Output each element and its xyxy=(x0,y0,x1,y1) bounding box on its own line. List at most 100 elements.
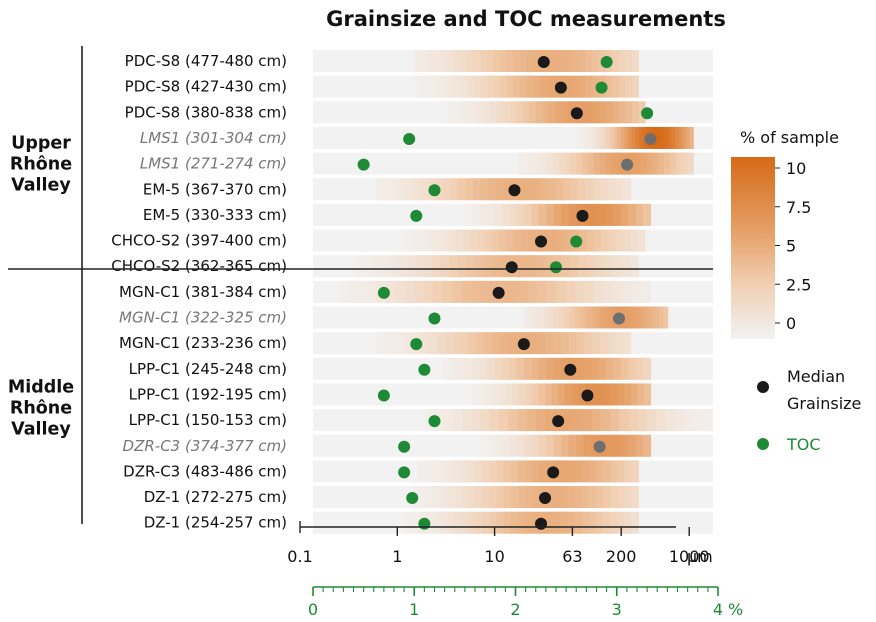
heatmap-cell xyxy=(663,306,669,329)
heatmap-cell xyxy=(411,511,420,534)
heatmap-cell xyxy=(574,511,583,534)
heatmap-cell xyxy=(618,75,626,98)
heatmap-cell xyxy=(485,383,494,406)
heatmap-cell xyxy=(419,229,428,252)
heatmap-cell xyxy=(503,511,512,534)
colorbar-ticks: 10 7.5 5 2.5 0 xyxy=(775,159,811,333)
group-label: Middle xyxy=(8,377,74,397)
heatmap-cell xyxy=(465,101,473,124)
heatmap-cell xyxy=(508,409,519,432)
heatmap-cell xyxy=(646,409,657,432)
heatmap-cell xyxy=(434,75,442,98)
median-grainsize-point xyxy=(621,158,634,171)
heatmap-cell xyxy=(617,383,625,406)
heatmap-cell xyxy=(587,101,595,124)
heatmap-cell xyxy=(452,332,462,355)
heatmap-cell xyxy=(468,460,476,483)
heatmap-cell xyxy=(588,460,597,483)
heatmap-cell xyxy=(660,126,665,149)
heatmap-cell xyxy=(496,486,505,509)
heatmap-cell xyxy=(593,101,601,124)
heatmap-cell xyxy=(528,306,533,329)
heatmap-cell xyxy=(588,152,595,175)
heatmap-cell xyxy=(702,409,713,432)
heatmap-cell xyxy=(509,203,518,226)
heatmap-cell xyxy=(538,434,547,457)
heatmap-cell xyxy=(570,306,576,329)
heatmap-cell xyxy=(567,511,576,534)
heatmap-cell xyxy=(546,511,554,534)
heatmap-cell xyxy=(531,460,540,483)
heatmap-cell xyxy=(367,280,378,303)
heatmap-cell xyxy=(568,434,577,457)
heatmap-cell xyxy=(524,460,533,483)
heatmap-cell xyxy=(519,50,527,72)
heatmap-cell xyxy=(493,50,501,72)
heatmap-cell xyxy=(421,50,429,72)
heatmap-cell xyxy=(525,383,533,406)
heatmap-cell xyxy=(568,332,578,355)
heatmap-cell xyxy=(518,255,528,278)
heatmap-cell xyxy=(637,409,648,432)
heatmap-cell xyxy=(601,229,610,252)
grainsize-tick-label: 200 xyxy=(606,547,637,566)
median-grainsize-point xyxy=(517,338,530,351)
heatmap-cell xyxy=(505,383,513,406)
heatmap-cell xyxy=(643,357,652,380)
heatmap-cell xyxy=(518,383,526,406)
heatmap-cell xyxy=(500,255,511,278)
heatmap-cell xyxy=(414,280,425,303)
heatmap-cell xyxy=(558,383,566,406)
heatmap-cell xyxy=(466,255,476,278)
heatmap-cell xyxy=(528,229,537,252)
heatmap-cell xyxy=(460,50,468,72)
heatmap-cell xyxy=(619,409,630,432)
heatmap-cell xyxy=(572,75,580,98)
heatmap-cell xyxy=(476,332,485,355)
heatmap-cell xyxy=(595,126,600,149)
heatmap-cell xyxy=(617,126,622,149)
heatmap-cell xyxy=(553,306,559,329)
heatmap-cell xyxy=(539,460,547,483)
heatmap-cell xyxy=(439,486,448,509)
heatmap-cell xyxy=(468,486,476,509)
heatmap-cell xyxy=(447,75,455,98)
heatmap-cell xyxy=(675,152,683,175)
heatmap-cell xyxy=(517,409,528,432)
heatmap-cell xyxy=(462,409,472,432)
heatmap-cell xyxy=(523,434,532,457)
heatmap-cell xyxy=(548,101,556,124)
heatmap-cell xyxy=(521,229,529,252)
heatmap-cell xyxy=(599,101,607,124)
heatmap-cell xyxy=(465,178,474,201)
heatmap-cell xyxy=(540,306,546,329)
heatmap-cell xyxy=(593,229,602,252)
heatmap-cell xyxy=(592,126,597,149)
colorbar-tick-label: 2.5 xyxy=(786,275,811,294)
heatmap-cell xyxy=(572,409,583,432)
toc-point xyxy=(377,286,390,299)
group-label: Rhône xyxy=(10,398,72,418)
heatmap-cell xyxy=(578,255,588,278)
heatmap-cell xyxy=(468,332,477,355)
toc-point xyxy=(410,209,423,222)
heatmap-cell xyxy=(606,126,611,149)
heatmap-cell xyxy=(574,486,583,509)
median-grainsize-point xyxy=(492,286,505,299)
heatmap-cell xyxy=(538,357,547,380)
heatmap-cell xyxy=(646,306,652,329)
heatmap-cell xyxy=(549,306,555,329)
group-label: Upper xyxy=(11,134,71,154)
heatmap-cell xyxy=(628,126,633,149)
heatmap-cell xyxy=(611,50,620,72)
heatmap-cell xyxy=(561,255,571,278)
heatmap-cell xyxy=(674,409,685,432)
heatmap-cell xyxy=(607,332,616,355)
heatmap-cell xyxy=(494,357,503,380)
heatmap-cell xyxy=(552,50,560,72)
heatmap-cell xyxy=(475,460,483,483)
heatmap-cell xyxy=(642,306,648,329)
heatmap-cell xyxy=(664,152,671,175)
heatmap-cell xyxy=(495,178,504,201)
